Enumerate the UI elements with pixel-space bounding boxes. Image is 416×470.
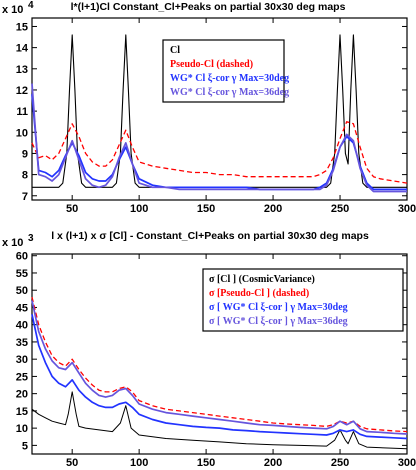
bottom-y-tick-label: 45 [16, 302, 28, 314]
top-legend-pseudo-cl: Pseudo-Cl (dashed) [170, 59, 253, 70]
bottom-x-tick-label: 100 [130, 457, 148, 469]
bottom-y-tick-label: 60 [16, 251, 28, 263]
top-y-tick-label: 9 [22, 148, 28, 160]
bottom-y-tick-label: 5 [22, 440, 28, 452]
bottom-legend-wg30: σ [ WG* Cl ξ-cor ] γ Max=30deg [209, 302, 348, 313]
top-y-tick-label: 12 [16, 85, 28, 97]
bottom-y-tick-label: 55 [16, 268, 28, 280]
bottom-y-tick-label: 30 [16, 354, 28, 366]
bottom-x-tick-label: 50 [66, 457, 78, 469]
bottom-chart-title: l x (l+1) x σ [Cl] - Constant_Cl+Peaks o… [51, 230, 369, 242]
top-y-multiplier-exp: 4 [28, 0, 34, 11]
top-legend-wg36: WG* Cl ξ-cor γ Max=36deg [170, 87, 289, 98]
top-legend: Cl Pseudo-Cl (dashed) WG* Cl ξ-cor γ Max… [162, 39, 289, 103]
bottom-x-tick-label: 300 [398, 457, 416, 469]
bottom-y-tick-label: 20 [16, 389, 28, 401]
bottom-x-tick-label: 150 [197, 457, 215, 469]
bottom-series-line-2 [31, 314, 408, 440]
top-x-tick-label: 300 [398, 203, 416, 215]
bottom-legend-pseudo-cl: σ [Pseudo-Cl ] (dashed) [209, 288, 309, 299]
top-x-tick-label: 50 [66, 203, 78, 215]
bottom-plot-frame [31, 253, 408, 455]
top-y-multiplier: x 10 [2, 4, 23, 16]
top-plot-frame [31, 17, 408, 201]
bottom-y-tick-label: 25 [16, 371, 28, 383]
top-series-line-1 [31, 121, 408, 184]
top-x-tick-label: 100 [130, 203, 148, 215]
top-y-tick-label: 11 [16, 106, 28, 118]
bottom-legend: σ [Cl ] (CosmicVariance) σ [Pseudo-Cl ] … [202, 268, 404, 332]
bottom-y-tick-label: 50 [16, 285, 28, 297]
bottom-x-tick-label: 200 [264, 457, 282, 469]
top-y-tick-label: 14 [16, 43, 29, 55]
top-y-tick-label: 8 [22, 170, 28, 182]
bottom-legend-wg36: σ [ WG* Cl ξ-cor ] γ Max=36deg [209, 316, 348, 327]
top-chart: l*(l+1)Cl Constant_Cl+Peaks on partial 3… [2, 0, 416, 215]
bottom-x-tick-label: 250 [331, 457, 349, 469]
top-y-tick-label: 15 [16, 21, 28, 33]
bottom-chart: l x (l+1) x σ [Cl] - Constant_Cl+Peaks o… [2, 230, 416, 469]
top-legend-box [162, 39, 285, 103]
bottom-y-tick-label: 40 [16, 320, 28, 332]
bottom-y-tick-label: 35 [16, 337, 28, 349]
bottom-y-tick-label: 10 [16, 423, 28, 435]
bottom-legend-cosmic-variance: σ [Cl ] (CosmicVariance) [209, 274, 315, 285]
top-y-tick-label: 13 [16, 64, 28, 76]
top-x-tick-label: 200 [264, 203, 282, 215]
top-x-tick-label: 250 [331, 203, 349, 215]
top-series-line-2 [31, 94, 407, 191]
top-x-tick-label: 150 [197, 203, 215, 215]
bottom-series-line-0 [31, 391, 408, 450]
top-series-line-3 [31, 83, 407, 193]
bottom-y-tick-label: 15 [16, 406, 28, 418]
bottom-legend-box [202, 268, 404, 332]
bottom-y-multiplier: x 10 [2, 237, 23, 249]
bottom-series-line-3 [31, 300, 408, 435]
top-legend-cl: Cl [170, 45, 180, 56]
top-y-tick-label: 10 [16, 127, 28, 139]
top-legend-wg30: WG* Cl ξ-cor γ Max=30deg [170, 73, 289, 84]
bottom-y-multiplier-exp: 3 [28, 233, 34, 244]
top-chart-title: l*(l+1)Cl Constant_Cl+Peaks on partial 3… [71, 1, 346, 13]
top-y-tick-label: 7 [22, 191, 28, 203]
